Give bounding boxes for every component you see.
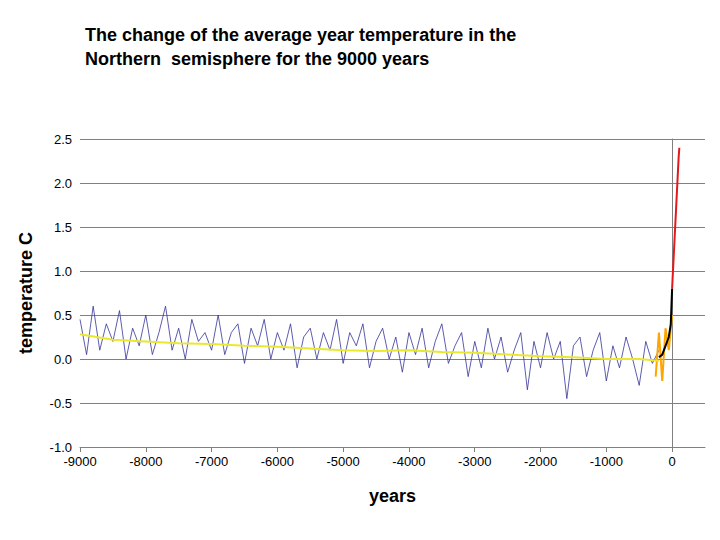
svg-text:-8000: -8000 [129,454,162,469]
svg-text:-9000: -9000 [63,454,96,469]
svg-text:-7000: -7000 [195,454,228,469]
svg-text:-3000: -3000 [458,454,491,469]
svg-text:Northern semisphere for the 9: Northern semisphere for the 9000 years [85,49,429,69]
svg-text:1.5: 1.5 [54,220,72,235]
svg-text:0: 0 [668,454,675,469]
svg-text:-1000: -1000 [590,454,623,469]
svg-text:years: years [369,486,416,506]
svg-text:2.5: 2.5 [54,132,72,147]
svg-text:The change of the average year: The change of the average year temperatu… [85,25,516,45]
svg-text:-2000: -2000 [524,454,557,469]
svg-text:0.5: 0.5 [54,308,72,323]
svg-text:temperature C: temperature C [16,232,36,354]
svg-text:1.0: 1.0 [54,264,72,279]
svg-text:-5000: -5000 [327,454,360,469]
svg-text:0.0: 0.0 [54,352,72,367]
svg-text:-0.5: -0.5 [50,396,72,411]
svg-text:-1.0: -1.0 [50,440,72,455]
svg-text:-4000: -4000 [392,454,425,469]
svg-text:-6000: -6000 [261,454,294,469]
svg-text:2.0: 2.0 [54,176,72,191]
